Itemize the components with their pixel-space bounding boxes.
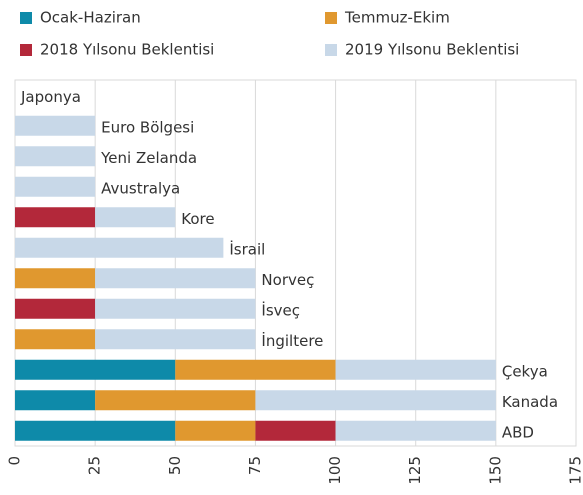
legend-swatch — [20, 12, 32, 24]
plot-border — [14, 79, 577, 447]
bar-segment — [95, 268, 256, 289]
x-tick-label: 50 — [166, 456, 184, 475]
bar-segment — [15, 420, 176, 441]
legend-swatch — [20, 44, 32, 56]
x-tick-label: 100 — [326, 456, 344, 485]
x-tick-label: 175 — [567, 456, 583, 485]
category-label: ABD — [502, 423, 534, 441]
category-label: İsveç — [261, 300, 300, 319]
bar-segment — [15, 390, 96, 411]
bar-segment — [15, 329, 96, 350]
bar-segment — [95, 390, 256, 411]
bar-segment — [255, 390, 496, 411]
bar-segment — [335, 420, 496, 441]
legend-swatch — [325, 44, 337, 56]
x-tick-label: 25 — [86, 456, 104, 475]
bar-segment — [15, 237, 224, 258]
category-label: Çekya — [502, 362, 548, 380]
x-tick-label: 0 — [6, 456, 24, 466]
bar-segment — [95, 298, 256, 319]
category-label: İsrail — [229, 239, 265, 258]
legend-label: Ocak-Haziran — [40, 9, 141, 27]
bar-segment — [95, 207, 176, 228]
bar-segment — [95, 329, 256, 350]
bar-segment — [15, 359, 176, 380]
bar-segment — [175, 359, 336, 380]
x-tick-label: 75 — [246, 456, 264, 475]
x-tick-label: 150 — [486, 456, 504, 485]
x-tick-label: 125 — [406, 456, 424, 485]
bar-segment — [15, 115, 96, 136]
bar-segment — [255, 420, 336, 441]
bar-segment — [335, 359, 496, 380]
category-label: Euro Bölgesi — [101, 118, 194, 136]
legend-label: 2018 Yılsonu Beklentisi — [40, 41, 214, 59]
category-label: İngiltere — [261, 331, 323, 350]
bar-segment — [15, 207, 96, 228]
bar-segment — [15, 176, 96, 197]
bar-segment — [15, 268, 96, 289]
category-label: Kanada — [502, 393, 558, 411]
legend-label: Temmuz-Ekim — [344, 9, 450, 27]
category-label: Yeni Zelanda — [100, 149, 197, 167]
category-label: Avustralya — [101, 179, 180, 197]
category-label: Japonya — [20, 88, 81, 106]
legend-label: 2019 Yılsonu Beklentisi — [345, 41, 519, 59]
category-label: Norveç — [261, 271, 314, 289]
category-label: Kore — [181, 210, 214, 228]
bar-segment — [15, 146, 96, 167]
bar-segment — [15, 298, 96, 319]
bar-segment — [175, 420, 256, 441]
legend-swatch — [325, 12, 337, 24]
